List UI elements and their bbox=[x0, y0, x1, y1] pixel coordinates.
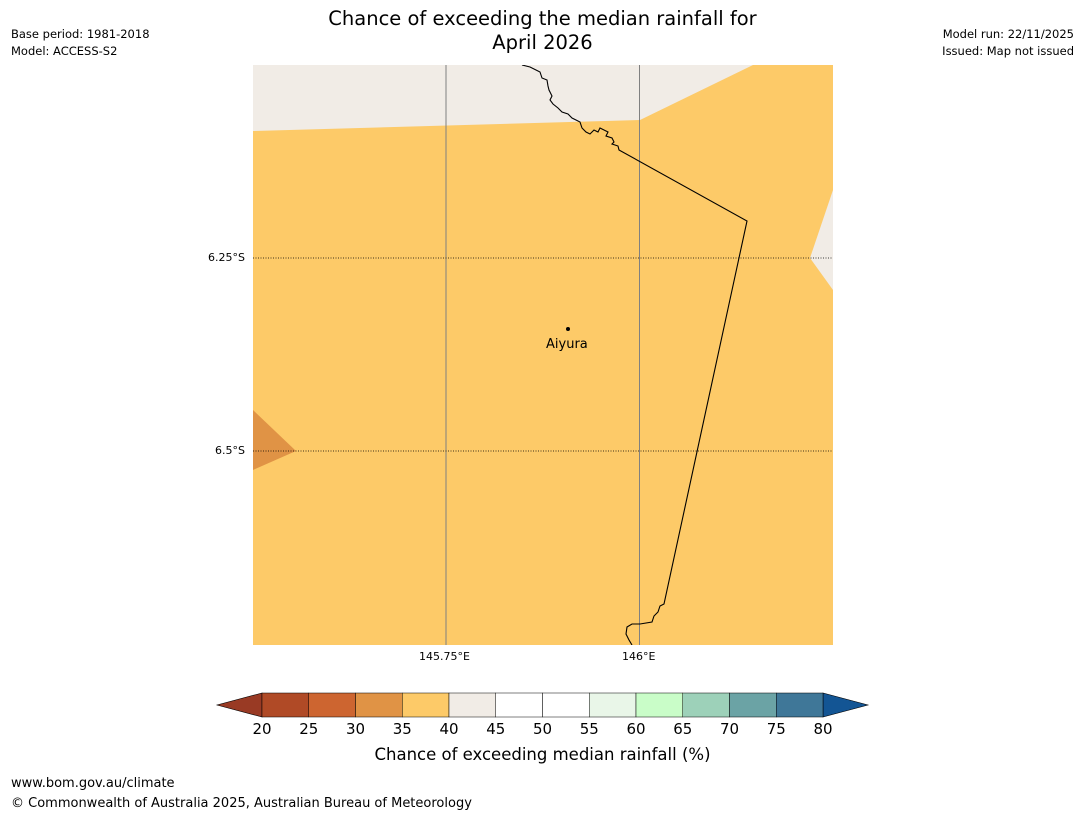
lat-label-6-5: 6.5°S bbox=[215, 444, 245, 457]
colorbar-swatch bbox=[542, 692, 590, 718]
lon-label-145-75: 145.75°E bbox=[419, 650, 470, 663]
meta-left: Base period: 1981-2018 Model: ACCESS-S2 bbox=[11, 26, 150, 60]
colorbar-tick-label: 70 bbox=[719, 720, 740, 738]
colorbar-tick-label: 80 bbox=[813, 720, 833, 738]
border-line bbox=[521, 65, 748, 645]
colorbar-tick-label: 60 bbox=[626, 720, 646, 738]
map-title: Chance of exceeding the median rainfall … bbox=[0, 7, 1085, 55]
colorbar-tick-label: 55 bbox=[579, 720, 599, 738]
colorbar-swatch bbox=[729, 692, 777, 718]
map-title-line1: Chance of exceeding the median rainfall … bbox=[328, 7, 757, 30]
region-35-40 bbox=[253, 65, 833, 645]
colorbar-tick-label: 35 bbox=[392, 720, 412, 738]
colorbar-tick-label: 45 bbox=[486, 720, 506, 738]
model-text: Model: ACCESS-S2 bbox=[11, 44, 118, 58]
region-40-45-north bbox=[253, 65, 753, 131]
colorbar-swatch bbox=[682, 692, 730, 718]
colorbar bbox=[215, 692, 870, 718]
colorbar-tick-label: 65 bbox=[673, 720, 693, 738]
colorbar-under-extension bbox=[215, 692, 263, 718]
meta-right: Model run: 22/11/2025 Issued: Map not is… bbox=[942, 26, 1074, 60]
colorbar-swatch bbox=[261, 692, 309, 718]
region-40-45-east bbox=[810, 190, 833, 290]
lat-label-6-25: 6.25°S bbox=[208, 251, 245, 264]
region-30-35-west bbox=[253, 410, 296, 470]
colorbar-swatch bbox=[448, 692, 496, 718]
colorbar-swatch bbox=[355, 692, 403, 718]
colorbar-tick-label: 20 bbox=[252, 720, 272, 738]
footer-url: www.bom.gov.au/climate bbox=[11, 776, 175, 791]
map-title-line2: April 2026 bbox=[492, 31, 593, 54]
model-run-text: Model run: 22/11/2025 bbox=[942, 27, 1074, 41]
colorbar-over-extension bbox=[822, 692, 870, 718]
colorbar-swatch bbox=[635, 692, 683, 718]
map-area bbox=[253, 65, 833, 645]
colorbar-tick-label: 30 bbox=[345, 720, 366, 738]
colorbar-swatch bbox=[589, 692, 637, 718]
aiyura-marker bbox=[566, 327, 570, 331]
colorbar-tick-label: 40 bbox=[439, 720, 459, 738]
colorbar-title: Chance of exceeding median rainfall (%) bbox=[374, 745, 711, 764]
colorbar-swatch bbox=[402, 692, 450, 718]
colorbar-tick-label: 25 bbox=[299, 720, 319, 738]
lon-label-146: 146°E bbox=[622, 650, 656, 663]
footer-copyright: © Commonwealth of Australia 2025, Austra… bbox=[11, 796, 472, 811]
colorbar-swatch bbox=[495, 692, 543, 718]
colorbar-swatch bbox=[776, 692, 824, 718]
colorbar-tick-label: 50 bbox=[532, 720, 553, 738]
issued-text: Issued: Map not issued bbox=[942, 44, 1074, 58]
aiyura-label: Aiyura bbox=[546, 337, 588, 352]
colorbar-swatch bbox=[308, 692, 356, 718]
base-period-text: Base period: 1981-2018 bbox=[11, 27, 150, 41]
colorbar-tick-label: 75 bbox=[766, 720, 786, 738]
